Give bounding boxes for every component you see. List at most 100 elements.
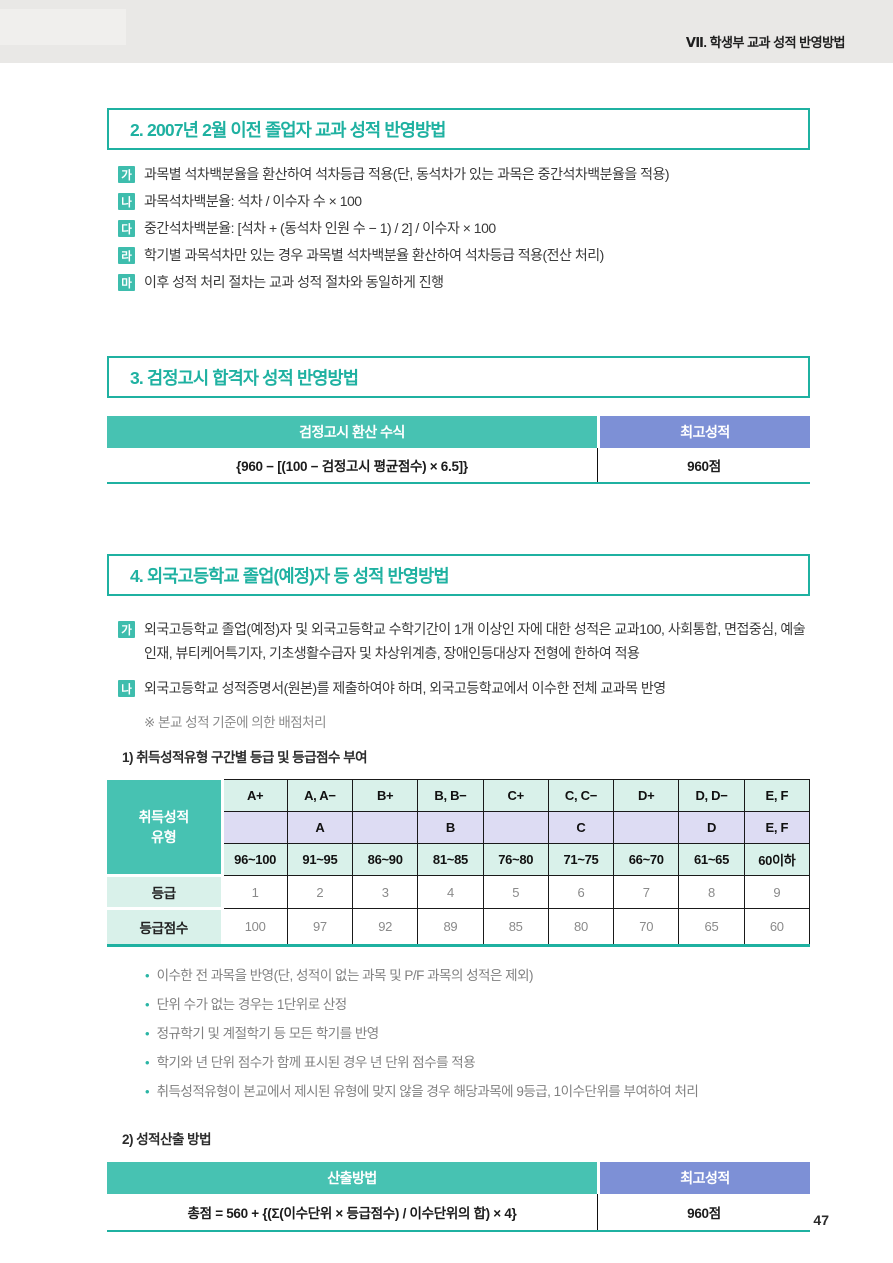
- column-header-max-score: 최고성적: [597, 1161, 810, 1194]
- table-cell: A, A−: [286, 779, 354, 812]
- section2-item-list: 가 과목별 석차백분율을 환산하여 석차등급 적용(단, 동석차가 있는 과목은…: [107, 165, 810, 292]
- item-text: 외국고등학교 성적증명서(원본)를 제출하여야 하며, 외국고등학교에서 이수한…: [144, 680, 666, 696]
- table-cell: 5: [482, 875, 549, 909]
- section3-title-box: 3. 검정고시 합격자 성적 반영방법: [107, 356, 810, 398]
- ged-conversion-table: 검정고시 환산 수식 최고성적 {960 − [(100 − 검정고시 평균점수…: [107, 416, 810, 484]
- item-text: 과목석차백분율: 석차 / 이수자 수 × 100: [144, 193, 362, 209]
- item-text: 과목별 석차백분율을 환산하여 석차등급 적용(단, 동석차가 있는 과목은 중…: [144, 166, 670, 182]
- sub2-heading: 2) 성적산출 방법: [122, 1131, 212, 1147]
- table-cell: 4: [417, 875, 484, 909]
- table-cell: D, D−: [678, 779, 745, 812]
- bullet-item: • 이수한 전 과목을 반영(단, 성적이 없는 과목 및 P/F 과목의 성적…: [145, 961, 810, 990]
- bullet-item: • 취득성적유형이 본교에서 제시된 유형에 맞지 않을 경우 해당과목에 9등…: [145, 1077, 810, 1106]
- section3-title: 3. 검정고시 합격자 성적 반영방법: [130, 367, 359, 388]
- list-item: 다 중간석차백분율: [석차 + (동석차 인원 수 − 1) / 2] / 이…: [107, 219, 810, 238]
- bullet-item: • 정규학기 및 계절학기 등 모든 학기를 반영: [145, 1019, 810, 1048]
- formula-cell: 총점 = 560 + {(Σ(이수단위 × 등급점수) / 이수단위의 합) ×…: [107, 1193, 597, 1230]
- table-cell: A+: [221, 779, 288, 812]
- table-cell: 60: [743, 908, 811, 944]
- table-cell: 2: [286, 875, 354, 909]
- page-number: 47: [813, 1212, 829, 1228]
- bullet-item: • 학기와 년 단위 점수가 함께 표시된 경우 년 단위 점수를 적용: [145, 1048, 810, 1077]
- table-cell: [221, 811, 288, 844]
- table-header-row: 검정고시 환산 수식 최고성적: [107, 416, 810, 448]
- bullet-text: 이수한 전 과목을 반영(단, 성적이 없는 과목 및 P/F 과목의 성적은 …: [156, 967, 534, 983]
- table-cell: 81~85: [417, 843, 484, 876]
- table-cell: 97: [286, 908, 354, 944]
- row-header-line2: 유형: [151, 828, 177, 845]
- type-row-2: A B C D E, F: [107, 811, 811, 844]
- table-cell: [352, 811, 419, 844]
- table-cell: 8: [678, 875, 745, 909]
- table-cell: 9: [743, 875, 811, 909]
- table-cell: 61~65: [678, 843, 745, 876]
- item-badge: 가: [118, 621, 135, 638]
- section2-title-box: 2. 2007년 2월 이전 졸업자 교과 성적 반영방법: [107, 108, 810, 150]
- list-item: 가 과목별 석차백분율을 환산하여 석차등급 적용(단, 동석차가 있는 과목은…: [107, 165, 810, 184]
- item-badge: 마: [118, 274, 135, 291]
- table-cell: A: [286, 811, 354, 844]
- header-light-block: [0, 9, 126, 45]
- row-header-grade: 등급: [107, 874, 224, 909]
- table-cell: 96~100: [221, 843, 288, 876]
- table-cell: 92: [352, 908, 419, 944]
- table-cell: 6: [547, 875, 615, 909]
- max-score-cell: 960점: [597, 448, 810, 482]
- reference-note: ※ 본교 성적 기준에 의한 배점처리: [144, 715, 327, 730]
- table-cell: C+: [482, 779, 549, 812]
- section2-title: 2. 2007년 2월 이전 졸업자 교과 성적 반영방법: [130, 119, 446, 140]
- score-calculation-table: 산출방법 최고성적 총점 = 560 + {(Σ(이수단위 × 등급점수) / …: [107, 1161, 810, 1232]
- max-score-cell: 960점: [597, 1193, 810, 1230]
- bullet-icon: •: [145, 996, 150, 1012]
- bullet-icon: •: [145, 1083, 150, 1099]
- section4-item-list: 가 외국고등학교 졸업(예정)자 및 외국고등학교 수학기간이 1개 이상인 자…: [107, 617, 810, 700]
- page-content: 2. 2007년 2월 이전 졸업자 교과 성적 반영방법 가 과목별 석차백분…: [107, 108, 811, 1232]
- table-cell: D: [678, 811, 745, 844]
- item-badge: 나: [118, 680, 135, 697]
- table-cell: 1: [221, 875, 288, 909]
- row-header-line1: 취득성적: [138, 808, 190, 825]
- item-badge: 라: [118, 247, 135, 264]
- table-cell: 3: [352, 875, 419, 909]
- item-badge: 다: [118, 220, 135, 237]
- column-header-max-score: 최고성적: [597, 416, 810, 448]
- table-cell: B+: [352, 779, 419, 812]
- table-cell: 71~75: [547, 843, 615, 876]
- list-item: 나 외국고등학교 성적증명서(원본)를 제출하여야 하며, 외국고등학교에서 이…: [107, 676, 810, 700]
- section4-title-box: 4. 외국고등학교 졸업(예정)자 등 성적 반영방법: [107, 554, 810, 596]
- item-text: 이후 성적 처리 절차는 교과 성적 절차와 동일하게 진행: [144, 274, 444, 290]
- grade-row: 등급 1 2 3 4 5 6 7 8 9: [107, 874, 811, 909]
- list-item: 나 과목석차백분율: 석차 / 이수자 수 × 100: [107, 192, 810, 211]
- table-cell: 86~90: [352, 843, 419, 876]
- bullet-icon: •: [145, 1025, 150, 1041]
- column-header-method: 산출방법: [107, 1161, 597, 1194]
- list-item: 라 학기별 과목석차만 있는 경우 과목별 석차백분율 환산하여 석차등급 적용…: [107, 246, 810, 265]
- table-cell: E, F: [743, 811, 811, 844]
- table-cell: B: [417, 811, 484, 844]
- grade-mapping-table: 취득성적 유형 A+ A, A− B+ B, B− C+ C, C− D+ D,…: [107, 779, 811, 947]
- table-cell: [482, 811, 549, 844]
- section4-title: 4. 외국고등학교 졸업(예정)자 등 성적 반영방법: [130, 565, 450, 586]
- table-cell: 70: [613, 908, 680, 944]
- formula-cell: {960 − [(100 − 검정고시 평균점수) × 6.5]}: [107, 448, 597, 482]
- item-badge: 나: [118, 193, 135, 210]
- bullet-icon: •: [145, 967, 150, 983]
- item-text: 중간석차백분율: [석차 + (동석차 인원 수 − 1) / 2] / 이수자…: [144, 220, 496, 236]
- list-item: 마 이후 성적 처리 절차는 교과 성적 절차와 동일하게 진행: [107, 273, 810, 292]
- item-text: 학기별 과목석차만 있는 경우 과목별 석차백분율 환산하여 석차등급 적용(전…: [144, 247, 604, 263]
- table-cell: 100: [221, 908, 288, 944]
- notes-bullet-list: • 이수한 전 과목을 반영(단, 성적이 없는 과목 및 P/F 과목의 성적…: [145, 961, 810, 1106]
- column-header-formula: 검정고시 환산 수식: [107, 416, 597, 448]
- table-header-row: 산출방법 최고성적: [107, 1161, 810, 1194]
- list-item: 가 외국고등학교 졸업(예정)자 및 외국고등학교 수학기간이 1개 이상인 자…: [107, 617, 810, 665]
- bullet-text: 학기와 년 단위 점수가 함께 표시된 경우 년 단위 점수를 적용: [156, 1054, 476, 1070]
- table-cell: [613, 811, 680, 844]
- bullet-item: • 단위 수가 없는 경우는 1단위로 산정: [145, 990, 810, 1019]
- table-cell: 76~80: [482, 843, 549, 876]
- bullet-text: 단위 수가 없는 경우는 1단위로 산정: [156, 996, 348, 1012]
- table-row: {960 − [(100 − 검정고시 평균점수) × 6.5]} 960점: [107, 448, 810, 482]
- grade-score-row: 등급점수 100 97 92 89 85 80 70 65 60: [107, 907, 811, 944]
- bullet-text: 정규학기 및 계절학기 등 모든 학기를 반영: [156, 1025, 380, 1041]
- row-header-grade-type: 취득성적 유형: [107, 779, 224, 876]
- table-cell: 60이하: [743, 843, 811, 876]
